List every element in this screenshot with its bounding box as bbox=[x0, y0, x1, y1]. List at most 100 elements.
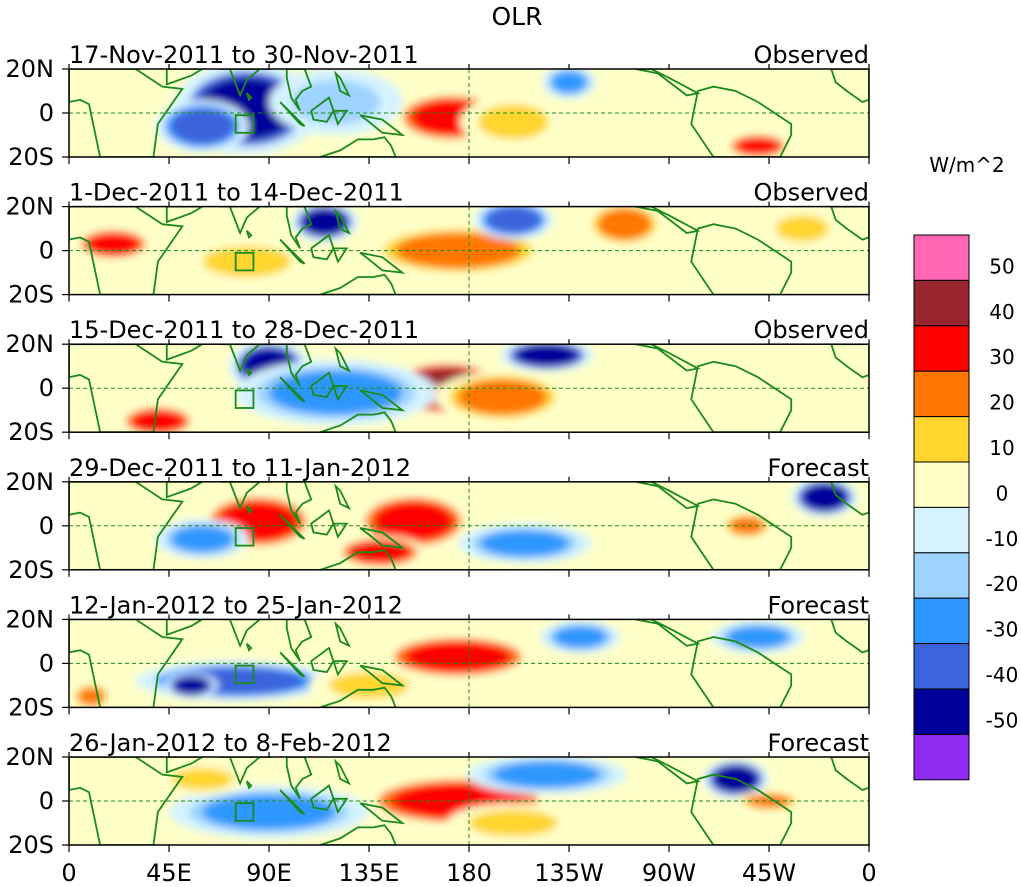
anomaly-core bbox=[171, 525, 234, 553]
anomaly-core bbox=[131, 410, 185, 433]
coastline bbox=[285, 69, 313, 112]
colorbar-swatch bbox=[913, 733, 970, 781]
y-tick-label: 20N bbox=[6, 468, 55, 496]
coastline bbox=[279, 789, 306, 816]
anomaly-core bbox=[480, 530, 569, 557]
colorbar-swatch bbox=[913, 461, 970, 508]
anomaly-core bbox=[486, 206, 541, 233]
y-tick-label: 0 bbox=[39, 512, 54, 540]
coastline bbox=[334, 758, 352, 786]
y-tick-label: 0 bbox=[39, 237, 54, 265]
region-box bbox=[234, 251, 255, 272]
panel-5: 20N 0 20S 12-Jan-2012 to 25-Jan-2012 Forecas… bbox=[6, 591, 870, 721]
coastline bbox=[245, 92, 253, 102]
panel-kind: Forecast bbox=[767, 591, 869, 619]
coastline bbox=[165, 619, 205, 637]
x-tick-label: 45W bbox=[742, 859, 796, 887]
coastline bbox=[359, 802, 406, 825]
colorbar-units: W/m^2 bbox=[929, 153, 1004, 177]
coastline bbox=[690, 498, 793, 570]
coastline bbox=[334, 345, 352, 373]
coastline bbox=[690, 85, 793, 157]
x-tick-label: 135E bbox=[339, 859, 400, 887]
anomaly-core bbox=[77, 687, 105, 706]
coastline bbox=[310, 96, 335, 123]
y-tick-label: 0 bbox=[39, 787, 54, 815]
y-tick-label: 20S bbox=[8, 418, 54, 446]
anomaly-core bbox=[735, 137, 781, 155]
coastline bbox=[359, 664, 406, 687]
y-tick-label: 20N bbox=[6, 743, 55, 771]
colorbar-label: 50 bbox=[989, 254, 1014, 278]
x-axis: 0 45E 90E 135E 180 135W 90W 45W 0 bbox=[61, 859, 876, 887]
panel-period: 29-Dec-2011 to 11-Jan-2012 bbox=[69, 454, 411, 482]
anomaly-core bbox=[597, 208, 652, 240]
coastline bbox=[332, 385, 349, 402]
coastline bbox=[319, 824, 397, 845]
colorbar-swatch bbox=[913, 370, 970, 418]
coastline bbox=[690, 636, 793, 708]
region-box bbox=[234, 114, 255, 134]
coastline bbox=[165, 757, 205, 774]
coastline bbox=[220, 344, 272, 373]
colorbar-label: -40 bbox=[986, 663, 1019, 687]
colorbar-label: 0 bbox=[996, 481, 1009, 505]
anomaly-core bbox=[469, 809, 558, 837]
coastline bbox=[334, 620, 352, 648]
coastline bbox=[310, 646, 335, 674]
y-tick-label: 20S bbox=[8, 281, 54, 309]
coastline bbox=[220, 619, 272, 649]
coastline bbox=[319, 136, 397, 157]
coastline bbox=[359, 527, 406, 550]
y-tick-label: 20S bbox=[8, 693, 54, 721]
coastline bbox=[165, 69, 205, 86]
coastline bbox=[690, 223, 793, 295]
coastline bbox=[245, 367, 253, 377]
x-tick-label: 0 bbox=[61, 859, 76, 887]
coastline bbox=[334, 70, 352, 98]
coastline bbox=[69, 481, 184, 570]
coastline bbox=[285, 206, 313, 249]
coastline bbox=[310, 784, 335, 811]
coastline bbox=[245, 505, 253, 515]
x-tick-label: 135W bbox=[534, 859, 604, 887]
coastline bbox=[279, 651, 306, 678]
coastline bbox=[830, 619, 869, 654]
coastline bbox=[220, 206, 272, 236]
coastline bbox=[310, 233, 335, 261]
coastline bbox=[285, 757, 313, 800]
colorbar-swatch bbox=[913, 416, 970, 463]
coastline bbox=[285, 619, 313, 662]
panel-3: 20N 0 20S 15-Dec-2011 to 28-Dec-2011 Observe… bbox=[6, 316, 870, 446]
colorbar-label: -20 bbox=[986, 572, 1019, 596]
anomaly-core bbox=[302, 208, 347, 236]
anomaly-core bbox=[493, 761, 601, 788]
anomaly-core bbox=[171, 108, 234, 144]
coastline bbox=[830, 206, 869, 241]
colorbar-label: 20 bbox=[989, 391, 1014, 415]
y-tick-label: 0 bbox=[39, 374, 54, 402]
coastline bbox=[245, 642, 253, 652]
coastline bbox=[319, 686, 397, 708]
coastline bbox=[279, 101, 306, 128]
panel-kind: Observed bbox=[754, 179, 869, 207]
x-tick-label: 45E bbox=[146, 859, 192, 887]
colorbar-label: -30 bbox=[986, 618, 1019, 642]
colorbar-swatch bbox=[913, 234, 970, 281]
coastline bbox=[69, 69, 184, 157]
coastline bbox=[690, 773, 793, 845]
colorbar-swatch bbox=[913, 506, 970, 554]
coastline bbox=[830, 344, 869, 379]
anomaly-core bbox=[86, 233, 141, 255]
panel-period: 17-Nov-2011 to 30-Nov-2011 bbox=[69, 41, 419, 69]
colorbar-label: 10 bbox=[989, 436, 1014, 460]
coastline bbox=[285, 481, 313, 525]
colorbar-label: -10 bbox=[986, 527, 1019, 551]
coastline bbox=[245, 780, 253, 790]
coastline bbox=[332, 522, 349, 539]
coastline bbox=[310, 508, 335, 536]
colorbar-swatch bbox=[913, 552, 970, 599]
coastline bbox=[69, 619, 184, 708]
x-tick-label: 90E bbox=[246, 859, 292, 887]
coastline bbox=[279, 238, 306, 265]
